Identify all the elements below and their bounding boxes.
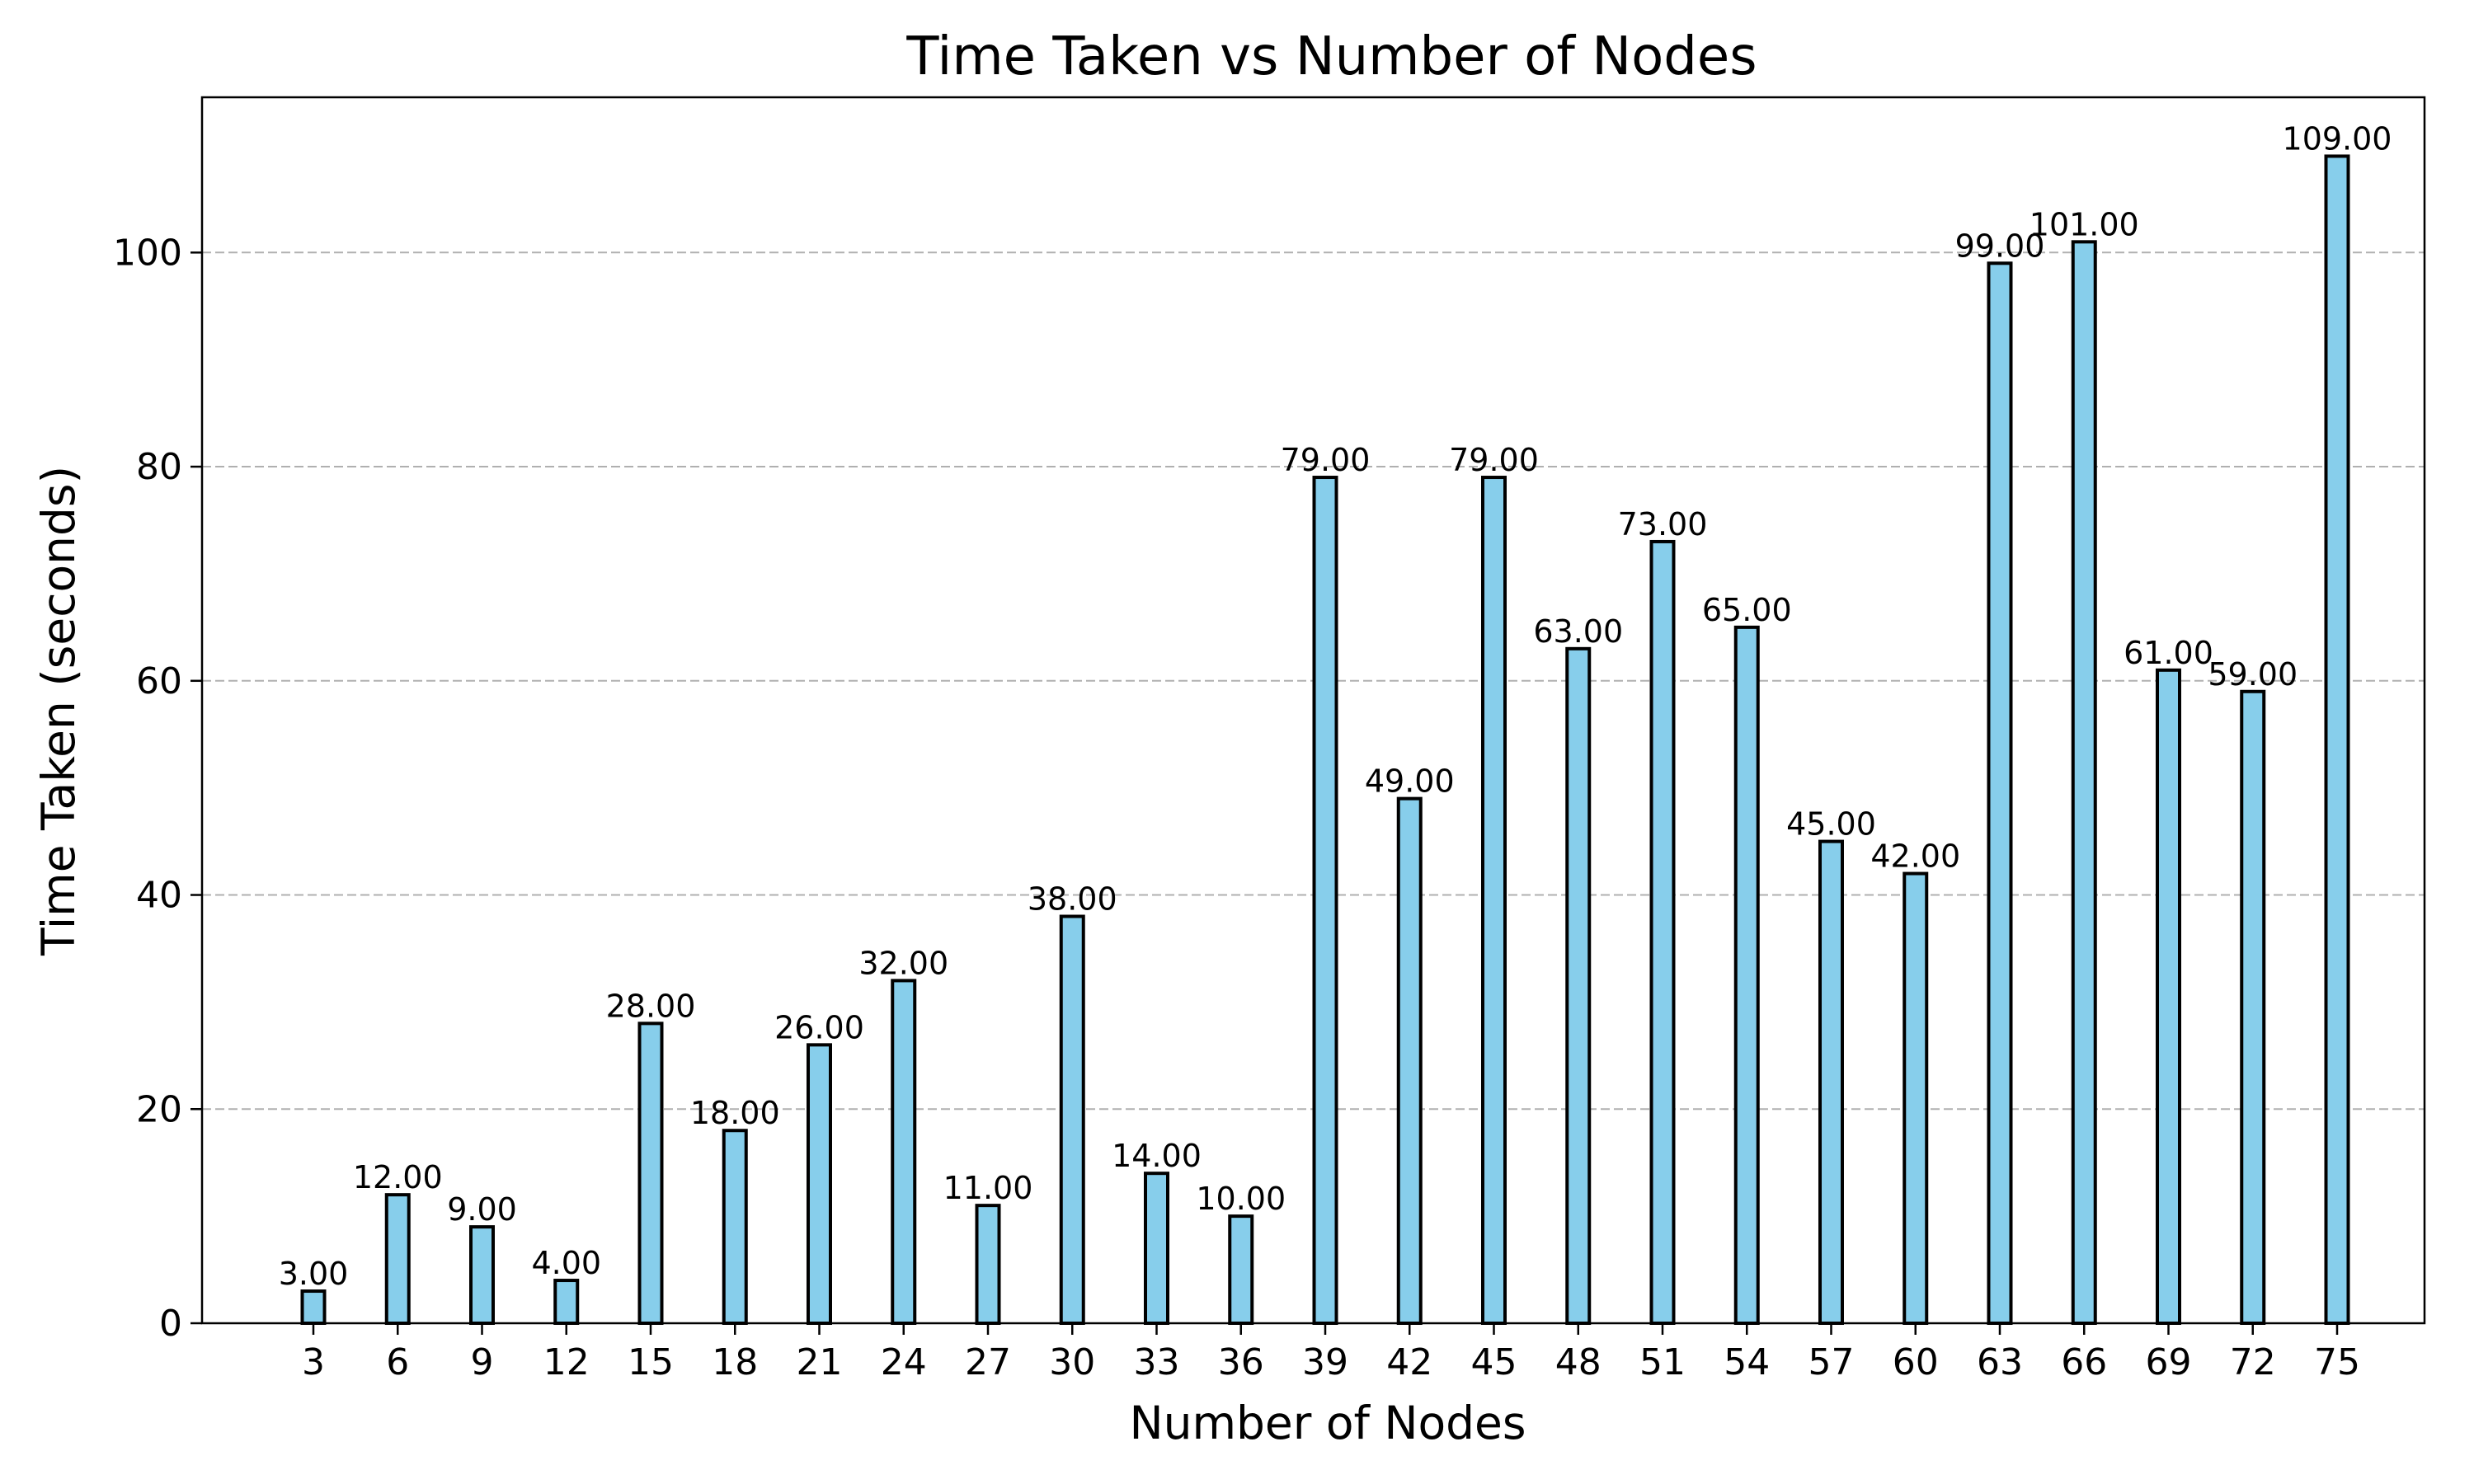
y-axis: 0 20 40 60 80 100 <box>113 232 202 1345</box>
x-tick-label: 24 <box>881 1341 927 1383</box>
bar <box>1818 839 1844 1325</box>
x-tick-label: 33 <box>1134 1341 1180 1383</box>
data-labels: 3.00 12.009.00 4.00 28.00 18.00 26.00 32.00 11.… <box>279 120 2392 1292</box>
x-tick-label: 75 <box>2314 1341 2360 1383</box>
data-label: 109.00 <box>2283 120 2392 157</box>
bar <box>1565 646 1592 1325</box>
bar <box>1228 1214 1254 1325</box>
bar <box>2324 154 2350 1325</box>
bar <box>891 979 917 1325</box>
bar <box>300 1289 327 1326</box>
x-tick-label: 60 <box>1893 1341 1939 1383</box>
bars <box>300 154 2350 1326</box>
x-tick-label: 66 <box>2061 1341 2107 1383</box>
x-tick-label: 15 <box>628 1341 674 1383</box>
data-label: 3.00 <box>279 1256 349 1292</box>
x-tick-label: 69 <box>2146 1341 2192 1383</box>
y-axis-label: Time Taken (seconds) <box>32 466 85 956</box>
bar <box>2071 240 2097 1326</box>
data-label: 38.00 <box>1028 881 1117 917</box>
plot-frame <box>200 96 2426 1325</box>
x-tick-label: 48 <box>1555 1341 1602 1383</box>
data-label: 28.00 <box>606 988 696 1024</box>
bar <box>722 1129 748 1326</box>
bar <box>2240 689 2266 1325</box>
data-label: 10.00 <box>1196 1181 1286 1217</box>
x-tick-label: 51 <box>1639 1341 1686 1383</box>
x-tick-label: 9 <box>471 1341 494 1383</box>
y-tick-label: 40 <box>136 875 182 917</box>
data-label: 59.00 <box>2208 656 2298 693</box>
data-label: 49.00 <box>1365 763 1455 800</box>
bar <box>807 1043 832 1325</box>
x-tick-label: 3 <box>302 1341 325 1383</box>
x-tick-label: 45 <box>1471 1341 1517 1383</box>
bar <box>1987 261 2013 1325</box>
data-label: 63.00 <box>1533 613 1623 650</box>
data-label: 9.00 <box>447 1191 517 1228</box>
bar <box>2156 668 2181 1325</box>
data-label: 79.00 <box>1449 442 1539 478</box>
y-tick-label: 100 <box>113 232 182 274</box>
data-label: 45.00 <box>1786 806 1876 843</box>
x-tick-label: 36 <box>1218 1341 1264 1383</box>
x-tick-label: 42 <box>1386 1341 1432 1383</box>
bar <box>1481 476 1507 1325</box>
x-tick-label: 39 <box>1302 1341 1348 1383</box>
y-tick-label: 80 <box>136 446 182 488</box>
data-label: 99.00 <box>1955 228 2045 264</box>
bar <box>469 1225 495 1326</box>
data-label: 12.00 <box>353 1159 443 1195</box>
bar <box>1903 871 1929 1325</box>
bar <box>1144 1172 1169 1325</box>
y-tick-label: 0 <box>159 1303 182 1345</box>
x-tick-label: 72 <box>2230 1341 2276 1383</box>
data-label: 26.00 <box>774 1009 864 1045</box>
bar <box>384 1193 411 1326</box>
y-tick-label: 60 <box>136 660 182 702</box>
data-label: 14.00 <box>1112 1138 1202 1174</box>
x-tick-label: 18 <box>712 1341 758 1383</box>
x-axis-label: Number of Nodes <box>1129 1397 1526 1449</box>
x-axis: 3 6 9 12 15 18 21 24 27 30 33 36 39 42 45 48 51 54 57 60 63 6… <box>302 1323 2360 1383</box>
bar <box>1733 625 1760 1325</box>
x-tick-label: 57 <box>1808 1341 1855 1383</box>
data-label: 11.00 <box>943 1170 1033 1206</box>
chart-title: Time Taken vs Number of Nodes <box>905 26 1757 87</box>
data-label: 18.00 <box>690 1095 780 1131</box>
x-tick-label: 6 <box>386 1341 409 1383</box>
bar <box>1312 476 1338 1325</box>
x-tick-label: 30 <box>1049 1341 1095 1383</box>
data-label: 61.00 <box>2124 635 2213 671</box>
x-tick-label: 27 <box>965 1341 1011 1383</box>
bar <box>1396 796 1423 1325</box>
data-label: 32.00 <box>858 945 948 981</box>
bar <box>1649 539 1676 1325</box>
bar <box>1059 914 1085 1325</box>
data-label: 79.00 <box>1281 442 1371 478</box>
bar <box>975 1204 1001 1326</box>
bar <box>637 1021 664 1325</box>
x-tick-label: 54 <box>1724 1341 1770 1383</box>
x-tick-label: 12 <box>543 1341 590 1383</box>
y-tick-label: 20 <box>136 1088 182 1130</box>
data-label: 101.00 <box>2030 206 2139 242</box>
data-label: 4.00 <box>531 1245 601 1281</box>
data-label: 65.00 <box>1702 592 1792 628</box>
data-label: 73.00 <box>1618 506 1708 542</box>
x-tick-label: 21 <box>797 1341 843 1383</box>
bar <box>553 1279 580 1325</box>
data-label: 42.00 <box>1870 838 1960 875</box>
x-tick-label: 63 <box>1977 1341 2023 1383</box>
